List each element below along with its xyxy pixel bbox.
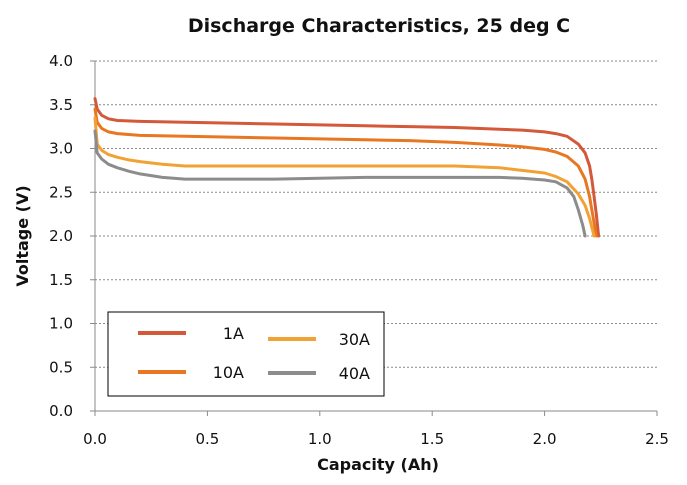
legend-label-30a: 30A xyxy=(339,330,370,349)
x-tick-label: 0.0 xyxy=(83,430,107,448)
x-axis-label: Capacity (Ah) xyxy=(317,455,439,474)
y-tick-label: 3.5 xyxy=(49,96,73,114)
x-tick-label: 1.5 xyxy=(420,430,444,448)
legend-label-1a: 1A xyxy=(223,324,244,343)
series-lines xyxy=(93,97,601,238)
series-line-40a xyxy=(93,129,587,238)
series-line-10a xyxy=(93,107,598,238)
legend-box xyxy=(107,311,385,397)
series-line-1a xyxy=(93,97,601,238)
y-tick-labels: 0.0 0.5 1.0 1.5 2.0 2.5 3.0 3.5 4.0 xyxy=(49,52,73,420)
axes xyxy=(90,60,658,416)
y-tick-label: 1.0 xyxy=(49,315,73,333)
series-line-30a xyxy=(93,116,596,238)
legend-label-10a: 10A xyxy=(213,363,244,382)
y-tick-label: 0.0 xyxy=(49,402,73,420)
x-tick-labels: 0.0 0.5 1.0 1.5 2.0 2.5 xyxy=(83,430,669,448)
x-tick-label: 0.5 xyxy=(195,430,219,448)
y-tick-label: 2.5 xyxy=(49,183,73,201)
x-tick-label: 2.0 xyxy=(533,430,557,448)
y-tick-label: 3.0 xyxy=(49,140,73,158)
x-tick-label: 1.0 xyxy=(308,430,332,448)
y-tick-label: 2.0 xyxy=(49,227,73,245)
y-tick-label: 4.0 xyxy=(49,52,73,70)
y-axis-label: Voltage (V) xyxy=(13,185,32,286)
legend: 1A 10A 30A 40A xyxy=(107,311,385,397)
y-tick-label: 0.5 xyxy=(49,358,73,376)
legend-label-40a: 40A xyxy=(339,364,370,383)
y-tick-label: 1.5 xyxy=(49,271,73,289)
chart-title: Discharge Characteristics, 25 deg C xyxy=(188,15,570,37)
x-tick-label: 2.5 xyxy=(645,430,669,448)
